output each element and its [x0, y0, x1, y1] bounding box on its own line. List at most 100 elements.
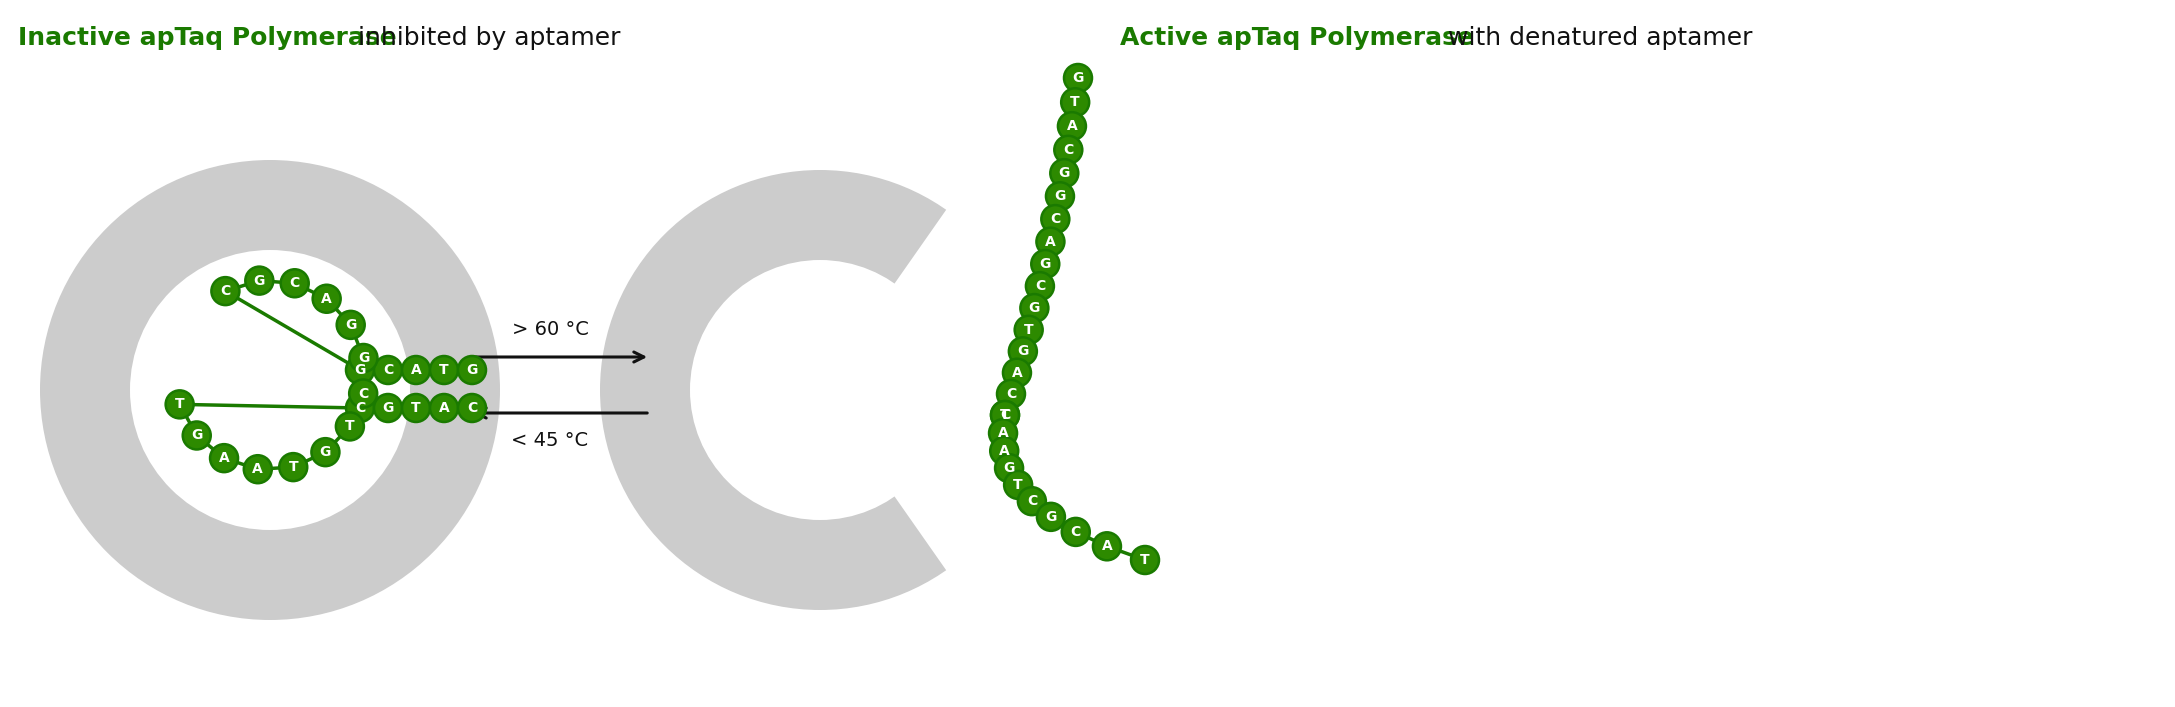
Text: C: C: [468, 401, 476, 415]
Circle shape: [1003, 358, 1031, 387]
Circle shape: [350, 344, 378, 372]
Text: T: T: [1024, 323, 1033, 337]
Circle shape: [1057, 112, 1085, 140]
Text: T: T: [439, 363, 448, 377]
Text: G: G: [346, 318, 357, 332]
Text: T: T: [1000, 408, 1009, 422]
Circle shape: [1064, 64, 1092, 92]
Text: T: T: [174, 397, 185, 411]
Circle shape: [990, 419, 1018, 447]
Text: C: C: [1064, 143, 1074, 157]
Text: G: G: [1055, 189, 1066, 203]
Text: C: C: [220, 284, 231, 298]
Circle shape: [402, 394, 431, 422]
Text: C: C: [1070, 525, 1081, 539]
Circle shape: [1016, 316, 1042, 344]
Text: C: C: [1000, 408, 1009, 422]
Circle shape: [1046, 182, 1074, 210]
Circle shape: [1037, 228, 1064, 256]
Text: T: T: [1014, 478, 1022, 492]
Circle shape: [337, 311, 365, 339]
Text: C: C: [289, 276, 300, 291]
Circle shape: [374, 394, 402, 422]
Circle shape: [374, 356, 402, 384]
Text: T: T: [1070, 95, 1081, 110]
Circle shape: [1009, 337, 1037, 366]
Text: G: G: [355, 363, 365, 377]
Circle shape: [431, 394, 459, 422]
Circle shape: [1042, 205, 1070, 233]
Text: A: A: [220, 451, 228, 465]
Text: G: G: [1072, 71, 1083, 85]
Circle shape: [183, 421, 211, 450]
Text: G: G: [465, 363, 478, 377]
Text: A: A: [1066, 119, 1077, 133]
Text: C: C: [355, 401, 365, 415]
Wedge shape: [820, 206, 1044, 574]
Text: A: A: [1044, 235, 1055, 249]
Circle shape: [1031, 250, 1059, 278]
Circle shape: [600, 170, 1040, 610]
Circle shape: [1131, 546, 1159, 574]
Circle shape: [1061, 518, 1090, 546]
Text: G: G: [254, 274, 265, 288]
Text: A: A: [1101, 539, 1111, 554]
Text: C: C: [1051, 212, 1061, 226]
Text: C: C: [1027, 494, 1037, 508]
Circle shape: [211, 444, 237, 472]
Circle shape: [1055, 136, 1083, 164]
Circle shape: [346, 394, 374, 422]
Text: > 60 °C: > 60 °C: [511, 320, 589, 339]
Circle shape: [244, 455, 272, 483]
Circle shape: [278, 453, 307, 481]
Text: G: G: [383, 401, 394, 415]
Circle shape: [313, 285, 341, 312]
Circle shape: [996, 380, 1024, 408]
Text: T: T: [1140, 553, 1151, 567]
Circle shape: [246, 267, 274, 295]
Text: A: A: [411, 363, 422, 377]
Circle shape: [1018, 487, 1046, 515]
Text: with denatured aptamer: with denatured aptamer: [1440, 26, 1753, 50]
Circle shape: [39, 160, 500, 620]
Circle shape: [281, 269, 309, 297]
Circle shape: [346, 356, 374, 384]
Circle shape: [459, 356, 485, 384]
Text: G: G: [1029, 301, 1040, 315]
Text: Active apTaq Polymerase: Active apTaq Polymerase: [1120, 26, 1475, 50]
Text: G: G: [1046, 510, 1057, 524]
Circle shape: [459, 394, 485, 422]
Text: C: C: [383, 363, 394, 377]
Text: G: G: [1018, 344, 1029, 358]
Circle shape: [1027, 272, 1055, 300]
Circle shape: [1020, 294, 1048, 322]
Text: G: G: [357, 351, 370, 365]
Circle shape: [1037, 503, 1066, 531]
Circle shape: [165, 390, 194, 419]
Text: A: A: [322, 292, 333, 305]
Text: < 45 °C: < 45 °C: [511, 431, 589, 450]
Circle shape: [311, 438, 339, 466]
Text: G: G: [320, 445, 331, 459]
Text: A: A: [998, 444, 1009, 458]
Circle shape: [1061, 88, 1090, 116]
Text: T: T: [289, 460, 298, 474]
Text: A: A: [252, 462, 263, 477]
Circle shape: [431, 356, 459, 384]
Text: T: T: [346, 419, 355, 433]
Text: A: A: [998, 426, 1009, 440]
Circle shape: [992, 401, 1020, 429]
Text: G: G: [1003, 461, 1016, 475]
Circle shape: [335, 412, 363, 440]
Circle shape: [996, 454, 1022, 482]
Circle shape: [1051, 159, 1079, 187]
Text: Inactive apTaq Polymerase: Inactive apTaq Polymerase: [17, 26, 396, 50]
Text: G: G: [191, 428, 202, 443]
Circle shape: [992, 401, 1020, 429]
Text: T: T: [411, 401, 420, 415]
Text: A: A: [1011, 366, 1022, 380]
Circle shape: [211, 277, 239, 305]
Circle shape: [350, 380, 376, 407]
Circle shape: [1005, 471, 1033, 499]
Text: A: A: [439, 401, 450, 415]
